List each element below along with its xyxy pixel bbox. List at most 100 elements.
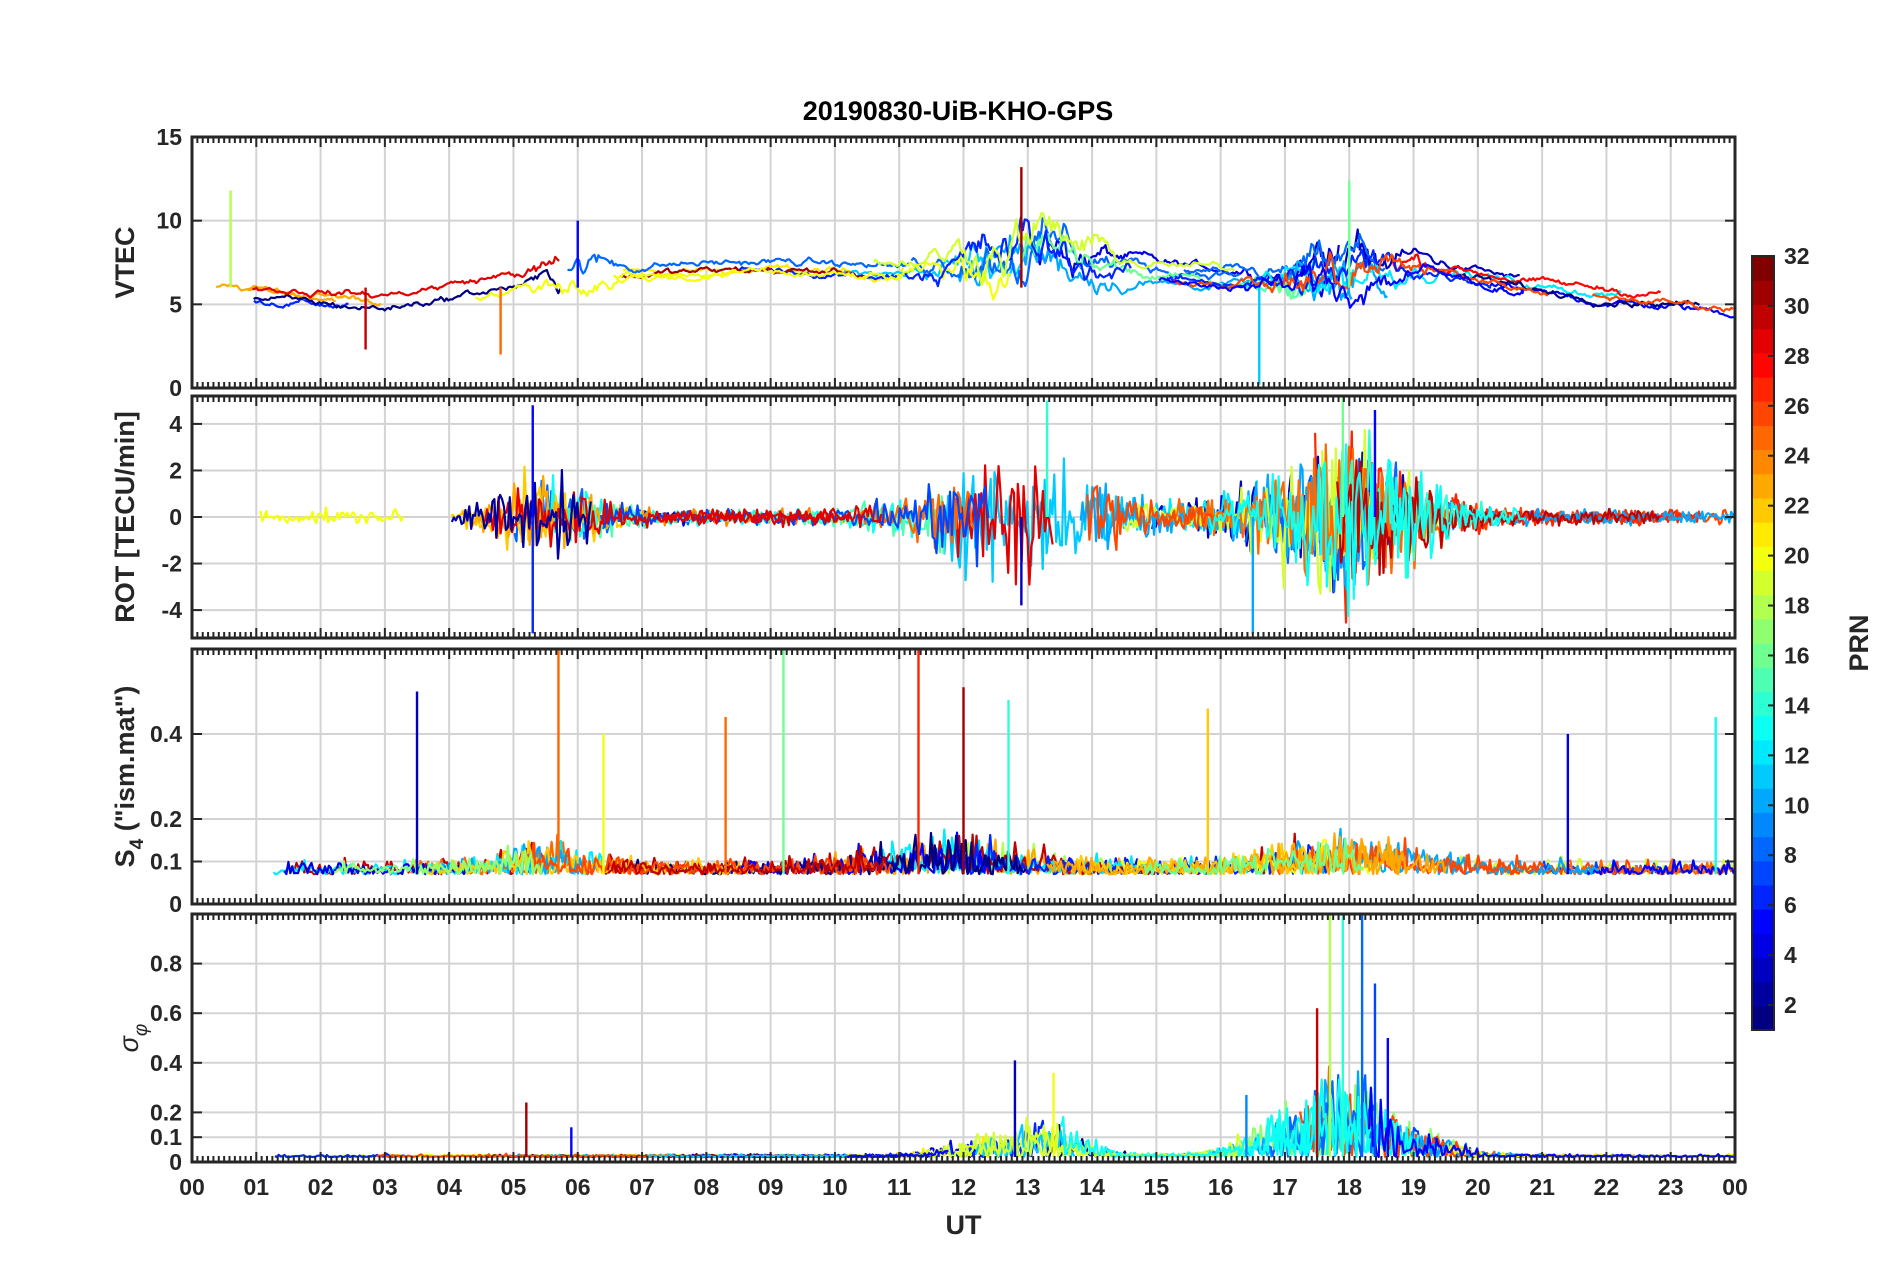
y-tick-label: 2 <box>169 457 182 483</box>
colorbar-segment <box>1752 763 1774 789</box>
colorbar-segment <box>1752 570 1774 596</box>
x-tick-label: 23 <box>1658 1174 1684 1200</box>
y-tick-label: 0 <box>169 891 182 917</box>
colorbar-frame <box>1751 255 1775 1031</box>
colorbar-segment <box>1752 1005 1774 1031</box>
y-tick-label: 0.4 <box>150 721 182 747</box>
satellite-trace <box>253 268 562 312</box>
x-axis-label: UT <box>946 1210 982 1240</box>
satellite-trace <box>259 506 405 525</box>
satellite-trace <box>482 487 851 548</box>
y-tick-label: 0.2 <box>150 806 182 832</box>
y-tick-label: 0.1 <box>150 1124 182 1150</box>
y-tick-label: 0 <box>169 375 182 401</box>
chart-title: 20190830-UiB-KHO-GPS <box>803 96 1114 126</box>
satellite-trace <box>1208 443 1527 618</box>
x-tick-label: 21 <box>1529 1174 1555 1200</box>
satellite-trace <box>872 211 1236 284</box>
colorbar-segment <box>1752 667 1774 692</box>
colorbar-segment <box>1752 401 1774 426</box>
colorbar-segment <box>1752 256 1774 281</box>
satellite-trace <box>656 504 883 529</box>
colorbar-segment <box>1752 376 1774 402</box>
satellite-trace <box>1336 459 1661 580</box>
colorbar-tick-label: 2 <box>1784 992 1797 1018</box>
x-tick-label: 01 <box>243 1174 269 1200</box>
colorbar-tick-label: 28 <box>1784 343 1810 369</box>
y-axis-label-subscript: φ <box>131 1024 152 1036</box>
colorbar-segment <box>1752 884 1774 910</box>
colorbar-segment <box>1752 715 1774 741</box>
panel-vtec: 0 5 10 15 VTEC <box>110 124 1737 401</box>
colorbar-tick-label: 18 <box>1784 593 1810 619</box>
colorbar-segment <box>1752 860 1774 886</box>
y-axis-label-rest: ("ism.mat") <box>110 686 140 839</box>
y-tick-label: 0.6 <box>150 1000 182 1026</box>
colorbar-segment <box>1752 352 1774 378</box>
y-tick-label: 0.8 <box>150 951 182 977</box>
x-tick-label: 12 <box>951 1174 977 1200</box>
colorbar-tick-label: 8 <box>1784 842 1797 868</box>
satellite-trace <box>1142 837 1364 876</box>
colorbar-tick-label: 16 <box>1784 642 1810 668</box>
colorbar-tick-label: 32 <box>1784 243 1810 269</box>
colorbar-segment <box>1752 957 1774 983</box>
colorbar-tick-label: 10 <box>1784 792 1810 818</box>
satellite-trace <box>1582 858 1735 876</box>
satellite-trace <box>475 272 731 301</box>
colorbar-segment <box>1752 909 1774 934</box>
panel-sigma_phi: 00.10.2 0.4 0.6 0.8 σφ <box>114 912 1737 1175</box>
satellite-trace <box>334 844 544 876</box>
panel-s4: 00.10.20.4S4 ("ism.mat") <box>110 647 1737 917</box>
colorbar-tick-label: 30 <box>1784 293 1810 319</box>
y-axis-label-main: S <box>110 849 140 867</box>
colorbar-segment <box>1752 522 1774 547</box>
colorbar-tick-label: 26 <box>1784 393 1810 419</box>
y-tick-label: 0 <box>169 504 182 530</box>
y-tick-label: -4 <box>162 597 183 623</box>
y-tick-label: -2 <box>162 551 182 577</box>
y-tick-label: 0.4 <box>150 1050 182 1076</box>
satellite-trace <box>1368 1086 1734 1159</box>
x-tick-label: 02 <box>308 1174 334 1200</box>
colorbar-segment <box>1752 328 1774 354</box>
satellite-trace <box>1592 293 1734 313</box>
satellite-trace <box>1158 262 1525 309</box>
colorbar-segment <box>1752 497 1774 523</box>
x-tick-label: 06 <box>565 1174 591 1200</box>
colorbar-label: PRN <box>1844 614 1874 671</box>
panel-rot: -4 -2 0 2 4 ROT [TECU/min] <box>110 394 1737 640</box>
y-tick-label: 0.1 <box>150 849 182 875</box>
satellite-trace <box>1530 507 1735 524</box>
x-tick-label: 00 <box>1722 1174 1748 1200</box>
colorbar-tick-label: 14 <box>1784 692 1810 718</box>
colorbar-segment <box>1752 618 1774 644</box>
colorbar-segment <box>1752 643 1774 668</box>
y-axis-label: VTEC <box>110 226 140 298</box>
satellite-trace <box>1164 443 1451 586</box>
colorbar-tick-label: 6 <box>1784 892 1797 918</box>
x-tick-label: 08 <box>694 1174 720 1200</box>
y-axis-label: σφ <box>114 1024 152 1053</box>
x-tick-label: 03 <box>372 1174 398 1200</box>
satellite-trace <box>1060 1078 1420 1159</box>
x-tick-label: 17 <box>1272 1174 1298 1200</box>
colorbar-segment <box>1752 739 1774 765</box>
x-tick-label: 19 <box>1401 1174 1427 1200</box>
x-tick-label: 00 <box>179 1174 205 1200</box>
colorbar-segment <box>1752 546 1774 572</box>
x-tick-label: 07 <box>629 1174 655 1200</box>
satellite-trace <box>215 283 336 303</box>
colorbar-tick-label: 22 <box>1784 493 1810 519</box>
colorbar-segment <box>1752 473 1774 499</box>
satellite-trace <box>450 468 592 560</box>
colorbar-segment <box>1752 449 1774 475</box>
y-tick-label: 15 <box>156 124 182 150</box>
x-tick-label: 22 <box>1594 1174 1620 1200</box>
x-tick-label: 09 <box>758 1174 784 1200</box>
colorbar-segment <box>1752 812 1774 838</box>
colorbar-tick-label: 12 <box>1784 742 1810 768</box>
y-axis-label-main: σ <box>114 1034 144 1052</box>
colorbar-segment <box>1752 304 1774 330</box>
x-tick-label: 13 <box>1015 1174 1041 1200</box>
